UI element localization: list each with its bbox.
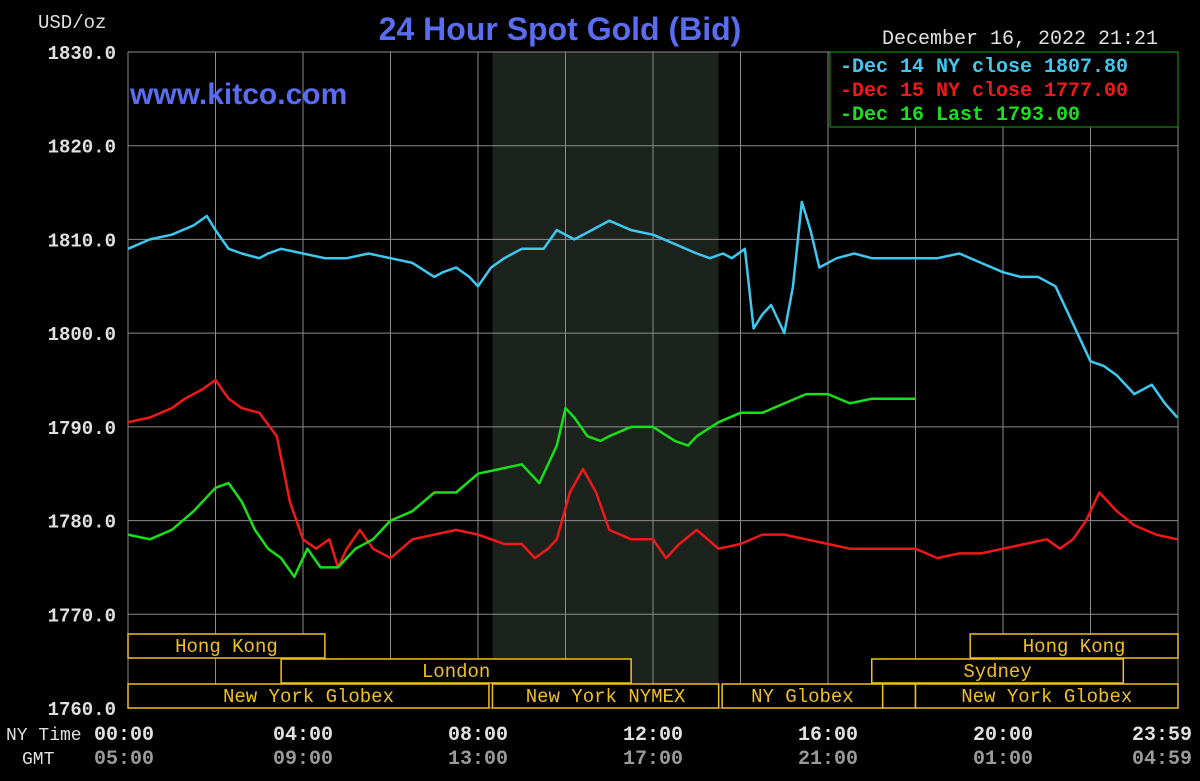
x-tick-label-gmt: 17:00 xyxy=(623,748,683,771)
x-tick-label-gmt: 13:00 xyxy=(448,748,508,771)
nymex-session-shade xyxy=(492,52,719,708)
y-tick-label: 1830.0 xyxy=(48,43,116,65)
session-bar xyxy=(127,633,326,659)
session-bar xyxy=(914,683,1179,709)
session-label: New York Globex xyxy=(961,686,1132,708)
session-bar xyxy=(721,683,884,709)
series-lines xyxy=(127,200,1179,579)
y-unit-label: USD/oz xyxy=(38,12,106,34)
y-tick-label: 1780.0 xyxy=(48,512,116,534)
session-bar xyxy=(127,683,490,709)
timestamp: December 16, 2022 21:21 xyxy=(882,28,1158,51)
legend-entry-dec15: -Dec 15 NY close 1777.00 xyxy=(840,80,1128,103)
x-tick-label-ny: 16:00 xyxy=(798,724,858,747)
session-bar xyxy=(871,658,1125,684)
y-tick-label: 1810.0 xyxy=(48,230,116,252)
session-bar xyxy=(280,658,632,684)
grid xyxy=(127,51,1179,709)
session-bar xyxy=(881,683,917,709)
x-tick-label-ny: 04:00 xyxy=(273,724,333,747)
session-label: Hong Kong xyxy=(1023,636,1126,658)
session-bar xyxy=(969,633,1179,659)
session-label: London xyxy=(422,661,490,683)
legend-entry-dec16: -Dec 16 Last 1793.00 xyxy=(840,104,1080,127)
series-line-2 xyxy=(127,392,916,579)
legend-box xyxy=(829,51,1179,128)
watermark: www.kitco.com xyxy=(129,78,347,111)
session-label: NY Globex xyxy=(751,686,854,708)
x-tick-label-ny: 12:00 xyxy=(623,724,683,747)
session-bar xyxy=(491,683,720,709)
series-line-1 xyxy=(127,378,1178,569)
legend: -Dec 14 NY close 1807.80 -Dec 15 NY clos… xyxy=(829,51,1179,128)
y-tick-label: 1770.0 xyxy=(48,605,116,627)
x-tick-label-ny: 23:59 xyxy=(1132,724,1192,747)
x-tick-label-ny: 20:00 xyxy=(973,724,1033,747)
x-tick-label-gmt: 09:00 xyxy=(273,748,333,771)
x-tick-label-gmt: 04:59 xyxy=(1132,748,1192,771)
x-tick-label-gmt: 01:00 xyxy=(973,748,1033,771)
x-tick-label-ny: 00:00 xyxy=(94,724,154,747)
gmt-label: GMT xyxy=(22,750,55,770)
session-label: Hong Kong xyxy=(175,636,278,658)
session-label: New York NYMEX xyxy=(526,686,686,708)
x-tick-label-gmt: 05:00 xyxy=(94,748,154,771)
legend-entry-dec14: -Dec 14 NY close 1807.80 xyxy=(840,56,1128,79)
y-tick-label: 1760.0 xyxy=(48,699,116,721)
y-axis-ticks: 1830.0 1820.0 1810.0 1800.0 1790.0 1780.0 1770… xyxy=(48,43,116,721)
series-line-0 xyxy=(127,200,1179,419)
y-tick-label: 1790.0 xyxy=(48,418,116,440)
market-sessions: Hong Kong London New York Globex New York N… xyxy=(127,633,1179,709)
session-label: New York Globex xyxy=(223,686,394,708)
ny-time-label: NY Time xyxy=(6,726,82,746)
y-tick-label: 1800.0 xyxy=(48,324,116,346)
chart-title: 24 Hour Spot Gold (Bid) xyxy=(379,11,742,47)
y-tick-label: 1820.0 xyxy=(48,137,116,159)
x-tick-label-ny: 08:00 xyxy=(448,724,508,747)
session-label: Sydney xyxy=(963,661,1031,683)
x-tick-label-gmt: 21:00 xyxy=(798,748,858,771)
